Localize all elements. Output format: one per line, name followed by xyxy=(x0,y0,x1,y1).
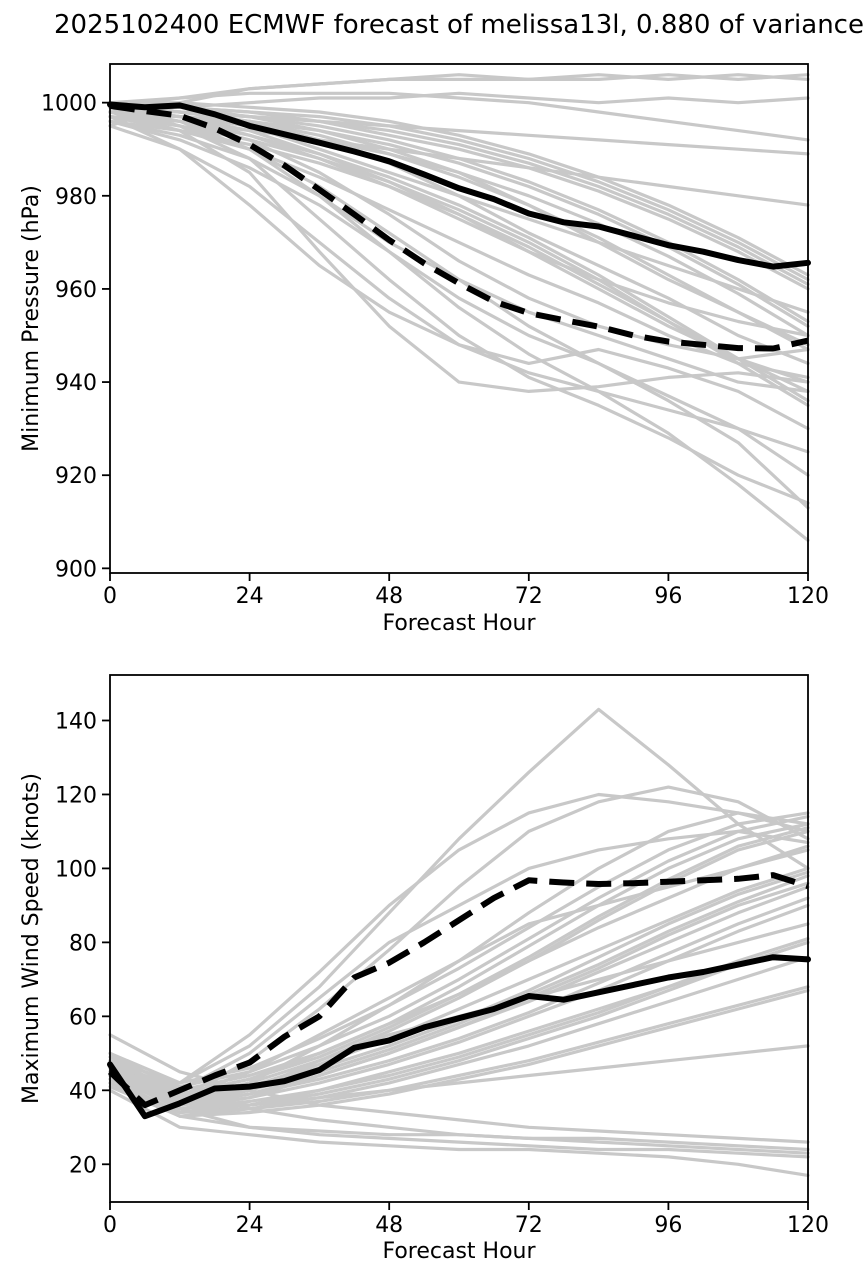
control-forecast-pressure xyxy=(109,102,809,352)
ensemble-member-pressure xyxy=(108,124,810,454)
axes-spines xyxy=(109,63,809,574)
pressure-yaxis-label: Minimum Pressure (hPa) xyxy=(19,185,44,452)
y-tick-label: 80 xyxy=(69,931,97,956)
control-forecast-wind xyxy=(107,872,809,1109)
ensemble-member-wind xyxy=(108,874,810,1104)
x-tick-label: 96 xyxy=(654,1213,682,1238)
x-tick-label: 0 xyxy=(103,1213,117,1238)
ensemble-member-pressure xyxy=(108,73,810,128)
ensemble-member-wind xyxy=(108,937,810,1111)
x-tick-label: 96 xyxy=(654,584,682,609)
x-tick-label: 72 xyxy=(515,584,543,609)
figure-title: 2025102400 ECMWF forecast of melissa13l,… xyxy=(54,10,864,40)
ensemble-member-wind xyxy=(108,1033,810,1144)
wind-xaxis-label: Forecast Hour xyxy=(382,1239,536,1264)
y-tick-label: 40 xyxy=(69,1079,97,1104)
y-tick-label: 980 xyxy=(55,185,97,210)
x-tick-label: 24 xyxy=(236,1213,264,1238)
ensemble-member-pressure xyxy=(108,114,810,431)
y-tick-label: 940 xyxy=(55,371,97,396)
ensemble-member-pressure xyxy=(108,110,810,338)
x-tick-label: 120 xyxy=(787,584,829,609)
y-tick-label: 100 xyxy=(55,857,97,882)
ensemble-mean-wind xyxy=(107,954,811,1120)
x-tick-label: 0 xyxy=(103,584,117,609)
ensemble-member-wind xyxy=(108,988,810,1118)
ensemble-member-pressure xyxy=(108,105,810,505)
ensemble-member-wind xyxy=(108,1081,810,1152)
ensemble-member-wind xyxy=(108,985,810,1115)
x-tick-label: 48 xyxy=(375,1213,403,1238)
y-tick-label: 920 xyxy=(55,464,97,489)
y-tick-label: 900 xyxy=(55,557,97,582)
ensemble-member-pressure xyxy=(108,119,810,393)
y-tick-label: 960 xyxy=(55,278,97,303)
y-tick-label: 120 xyxy=(55,783,97,808)
x-tick-label: 120 xyxy=(787,1213,829,1238)
y-tick-label: 1000 xyxy=(41,92,97,117)
x-tick-label: 48 xyxy=(375,584,403,609)
ensemble-member-wind xyxy=(108,903,810,1107)
y-tick-label: 140 xyxy=(55,709,97,734)
ensemble-member-wind xyxy=(108,940,810,1111)
ensemble-member-wind xyxy=(108,829,810,1092)
ensemble-member-wind xyxy=(108,707,810,1085)
ensemble-member-wind xyxy=(108,792,810,1085)
wind-yaxis-label: Maximum Wind Speed (knots) xyxy=(19,773,44,1104)
pressure-xaxis-label: Forecast Hour xyxy=(382,611,536,636)
pressure-chart: 0 24 48 72 96 120 900 920 940 960 980 1000 xyxy=(41,63,829,609)
ensemble-mean-pressure xyxy=(107,101,811,270)
ensemble-member-pressure xyxy=(108,119,810,477)
axes-spines xyxy=(109,674,809,1203)
ensemble-member-pressure xyxy=(108,73,810,109)
y-tick-label: 60 xyxy=(69,1005,97,1030)
wind-chart: 0 24 48 72 96 120 20 40 60 80 100 120 140 xyxy=(55,674,829,1238)
ensemble-member-wind xyxy=(108,1088,810,1178)
ensemble-member-wind xyxy=(108,896,810,1107)
ensemble-member-pressure xyxy=(108,101,810,277)
ensemble-member-pressure xyxy=(108,101,810,291)
ensemble-member-wind xyxy=(108,1070,810,1159)
ensemble-member-wind xyxy=(108,866,810,1104)
x-tick-label: 24 xyxy=(236,584,264,609)
x-tick-label: 72 xyxy=(515,1213,543,1238)
ensemble-member-wind xyxy=(108,814,810,1089)
y-tick-label: 20 xyxy=(69,1153,97,1178)
